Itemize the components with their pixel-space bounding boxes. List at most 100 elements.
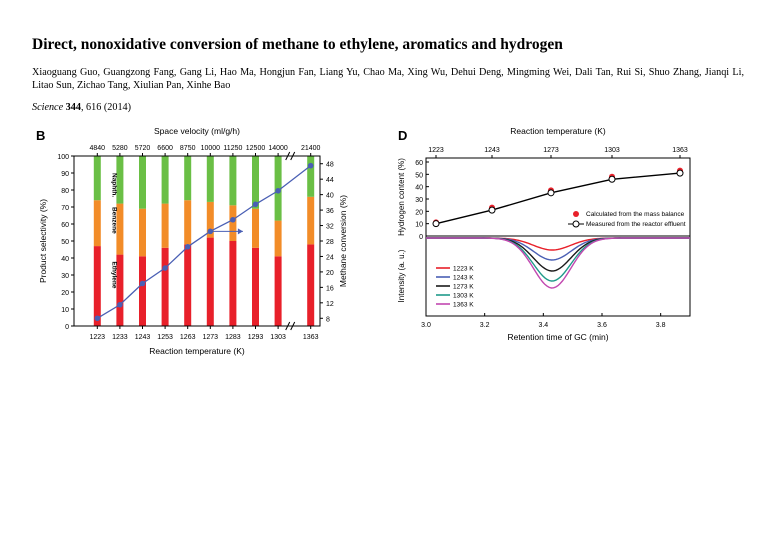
- y-tick-label: 20: [415, 209, 423, 216]
- gc-trace: [426, 237, 690, 251]
- arrow-head: [237, 228, 243, 235]
- y-axis-title: Product selectivity (%): [38, 199, 48, 283]
- x-tick-label: 3.4: [538, 322, 548, 329]
- panel-b-chart: B 0 10 20 30 40 50 60 70 80 90 100 8 12 16 20 24 28 32 36 40…: [36, 126, 348, 356]
- top-tick-label: 1223: [428, 147, 444, 154]
- y2-tick-label: 36: [326, 208, 334, 215]
- bar-naphth: [116, 156, 124, 204]
- top-tick-label: 8750: [180, 145, 196, 152]
- x-tick-label: 3.2: [480, 322, 490, 329]
- bar-ethylene: [307, 244, 315, 326]
- y-tick-label: 30: [415, 197, 423, 204]
- top-tick-label: 21400: [301, 145, 321, 152]
- bar-ethylene: [252, 247, 259, 326]
- y-tick-label: 80: [61, 188, 69, 195]
- top-tick-label: 1243: [484, 147, 500, 154]
- legend-marker-measured: [572, 220, 580, 228]
- panel-d-chart: D Reaction temperature (K) 1223 1243 1273 130…: [397, 126, 691, 342]
- x-axis-title: Reaction temperature (K): [149, 346, 245, 356]
- bar-benzene: [307, 196, 315, 245]
- measured-point: [676, 169, 684, 177]
- conversion-point: [307, 162, 314, 169]
- bar-ethylene: [116, 254, 124, 326]
- y-tick-label: 50: [415, 172, 423, 179]
- x-tick-label: 1283: [225, 334, 241, 341]
- x-tick-label: 1223: [90, 334, 106, 341]
- conversion-point: [252, 201, 259, 208]
- y2-tick-label: 28: [326, 239, 334, 246]
- y-tick-label: 10: [61, 307, 69, 314]
- y-tick-label: 0: [419, 234, 423, 241]
- top-tick-label: 12500: [246, 145, 266, 152]
- y-tick-label: 100: [57, 154, 69, 161]
- top-tick-label: 1273: [543, 147, 559, 154]
- measured-point: [432, 220, 440, 228]
- label-benzene: Benzene: [110, 207, 117, 234]
- legend-label: 1363 K: [453, 302, 474, 309]
- x-tick-label: 1233: [112, 334, 128, 341]
- y2-tick-label: 12: [326, 301, 334, 308]
- bar-benzene: [161, 203, 169, 248]
- top-tick-label: 4840: [90, 145, 106, 152]
- bar-benzene: [116, 203, 124, 255]
- x-tick-label: 1263: [180, 334, 196, 341]
- y-tick-label: 50: [61, 239, 69, 246]
- bar-naphth: [206, 156, 214, 202]
- x-axis-title: Retention time of GC (min): [507, 332, 608, 342]
- legend-label: 1303 K: [453, 293, 474, 300]
- measured-point: [547, 189, 555, 197]
- bar-ethylene: [93, 246, 101, 326]
- top-axis-title: Reaction temperature (K): [510, 126, 606, 136]
- top-axis-title: Space velocity (ml/g/h): [154, 126, 240, 136]
- top-tick-label: 5280: [112, 145, 128, 152]
- y2-tick-label: 32: [326, 224, 334, 231]
- author-list: Xiaoguang Guo, Guangzong Fang, Gang Li, …: [32, 67, 744, 91]
- legend-label-measured: Measured from the reactor effluent: [586, 221, 686, 228]
- x-tick-label: 1243: [135, 334, 151, 341]
- y2-tick-label: 16: [326, 285, 334, 292]
- top-tick-label: 6600: [157, 145, 173, 152]
- conversion-point: [275, 187, 281, 194]
- bar-ethylene: [274, 256, 282, 326]
- y-tick-label: 60: [415, 160, 423, 167]
- y2-axis-title: Methane conversion (%): [338, 195, 348, 287]
- y-tick-label: 10: [415, 222, 423, 229]
- citation: Science 344, 616 (2014): [32, 102, 131, 113]
- label-ethylene: Ethylene: [110, 261, 117, 288]
- top-tick-label: 11250: [223, 145, 242, 152]
- bar-benzene: [252, 208, 259, 248]
- x-tick-label: 1363: [303, 334, 319, 341]
- paper-title: Direct, nonoxidative conversion of metha…: [32, 36, 563, 53]
- y-tick-label: 30: [61, 273, 69, 280]
- volume: 344: [65, 102, 81, 113]
- y-tick-label: 40: [415, 185, 423, 192]
- axis-break-top: [285, 151, 296, 161]
- bar-naphth: [229, 156, 237, 206]
- x-tick-label: 1273: [203, 334, 219, 341]
- top-tick-label: 14000: [268, 145, 288, 152]
- bar-benzene: [93, 200, 101, 247]
- axis-break-bottom: [285, 321, 296, 331]
- y2-tick-label: 44: [326, 177, 334, 184]
- legend-label: 1243 K: [453, 275, 474, 282]
- legend-label-calculated: Calculated from the mass balance: [586, 211, 685, 218]
- top-tick-label: 10000: [201, 145, 221, 152]
- bar-naphth: [307, 156, 315, 197]
- bar-benzene: [184, 200, 192, 245]
- legend-label: 1273 K: [453, 284, 474, 291]
- bar-ethylene: [206, 237, 214, 326]
- bar-ethylene: [139, 256, 146, 326]
- y-tick-label: 20: [61, 290, 69, 297]
- conversion-point: [94, 315, 101, 322]
- bar-naphth: [161, 156, 169, 204]
- legend-marker-calculated: [573, 211, 579, 217]
- label-naphth: Naphth.: [110, 173, 117, 197]
- conversion-point: [117, 301, 123, 308]
- y2-tick-label: 48: [326, 162, 334, 169]
- legend-label: 1223 K: [453, 266, 474, 273]
- conversion-line: [96, 165, 312, 319]
- bar-benzene: [229, 205, 237, 241]
- bar-ethylene: [184, 244, 192, 326]
- x-tick-label: 3.6: [597, 322, 607, 329]
- bar-naphth: [139, 156, 146, 209]
